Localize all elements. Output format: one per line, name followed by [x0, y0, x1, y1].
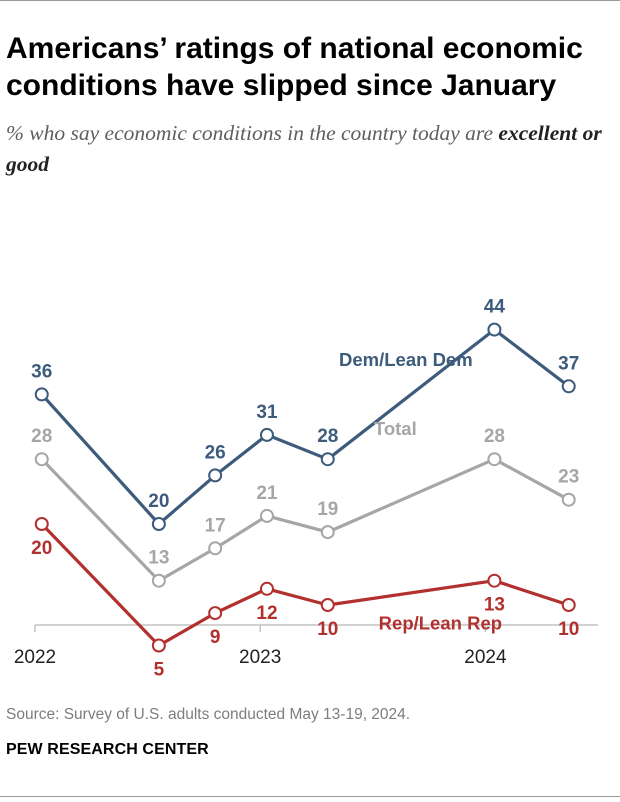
x-tick-label: 2024	[464, 647, 507, 668]
rep-data-label: 20	[31, 538, 52, 559]
dem-data-label: 28	[317, 426, 338, 447]
dem-point	[151, 517, 166, 531]
total-point	[487, 452, 502, 467]
organization-name: PEW RESEARCH CENTER	[6, 741, 209, 758]
total-point	[208, 541, 223, 556]
dem-data-label: 31	[256, 402, 278, 423]
chart-title: Americans’ ratings of national economic …	[6, 32, 583, 102]
total-point	[34, 452, 49, 467]
rep-point	[487, 573, 502, 588]
rep-point	[208, 606, 223, 621]
total-data-label: 23	[558, 467, 579, 488]
total-point	[259, 508, 274, 523]
dem-data-label: 44	[484, 297, 506, 318]
total-point	[151, 573, 166, 588]
bottom-rule	[0, 796, 620, 797]
rep-point	[561, 598, 576, 612]
top-rule	[0, 0, 620, 1]
x-tick-label: 2023	[239, 647, 281, 668]
rep-data-label: 10	[317, 619, 338, 640]
rep-data-label: 9	[210, 627, 221, 648]
rep-data-label: 12	[256, 603, 277, 624]
total-data-label: 13	[148, 548, 169, 569]
total-data-label: 21	[256, 483, 278, 504]
dem-point	[34, 387, 49, 402]
total-data-label: 28	[484, 426, 505, 447]
x-tick-label: 2022	[14, 647, 56, 668]
dem-data-label: 37	[558, 353, 579, 374]
rep-point	[34, 517, 49, 531]
total-data-label: 28	[31, 426, 52, 447]
subtitle-emphasis: excellent or good	[6, 121, 602, 176]
dem-point	[320, 452, 335, 467]
dem-data-label: 36	[31, 361, 52, 382]
total-point	[320, 525, 335, 540]
total-data-label: 19	[317, 499, 338, 520]
total-series-label: Total	[374, 418, 417, 439]
rep-point	[151, 638, 166, 653]
rep-series-label: Rep/Lean Rep	[379, 612, 502, 633]
dem-point	[208, 468, 223, 483]
rep-data-label: 13	[484, 595, 505, 616]
rep-point	[320, 598, 335, 612]
chart-subtitle: % who say economic conditions in the cou…	[6, 118, 616, 180]
source-note: Source: Survey of U.S. adults conducted …	[6, 706, 411, 723]
dem-series-label: Dem/Lean Dem	[339, 349, 473, 370]
total-data-label: 17	[205, 515, 226, 536]
dem-point	[487, 322, 502, 337]
dem-data-label: 20	[148, 491, 169, 512]
total-point	[561, 492, 576, 507]
total-line	[40, 457, 571, 583]
rep-data-label: 10	[558, 619, 579, 640]
dem-data-label: 26	[205, 442, 226, 463]
rep-point	[259, 581, 274, 596]
dem-point	[259, 427, 274, 442]
subtitle-text: % who say economic conditions in the cou…	[6, 121, 499, 145]
dem-point	[561, 379, 576, 394]
rep-data-label: 5	[154, 660, 165, 681]
